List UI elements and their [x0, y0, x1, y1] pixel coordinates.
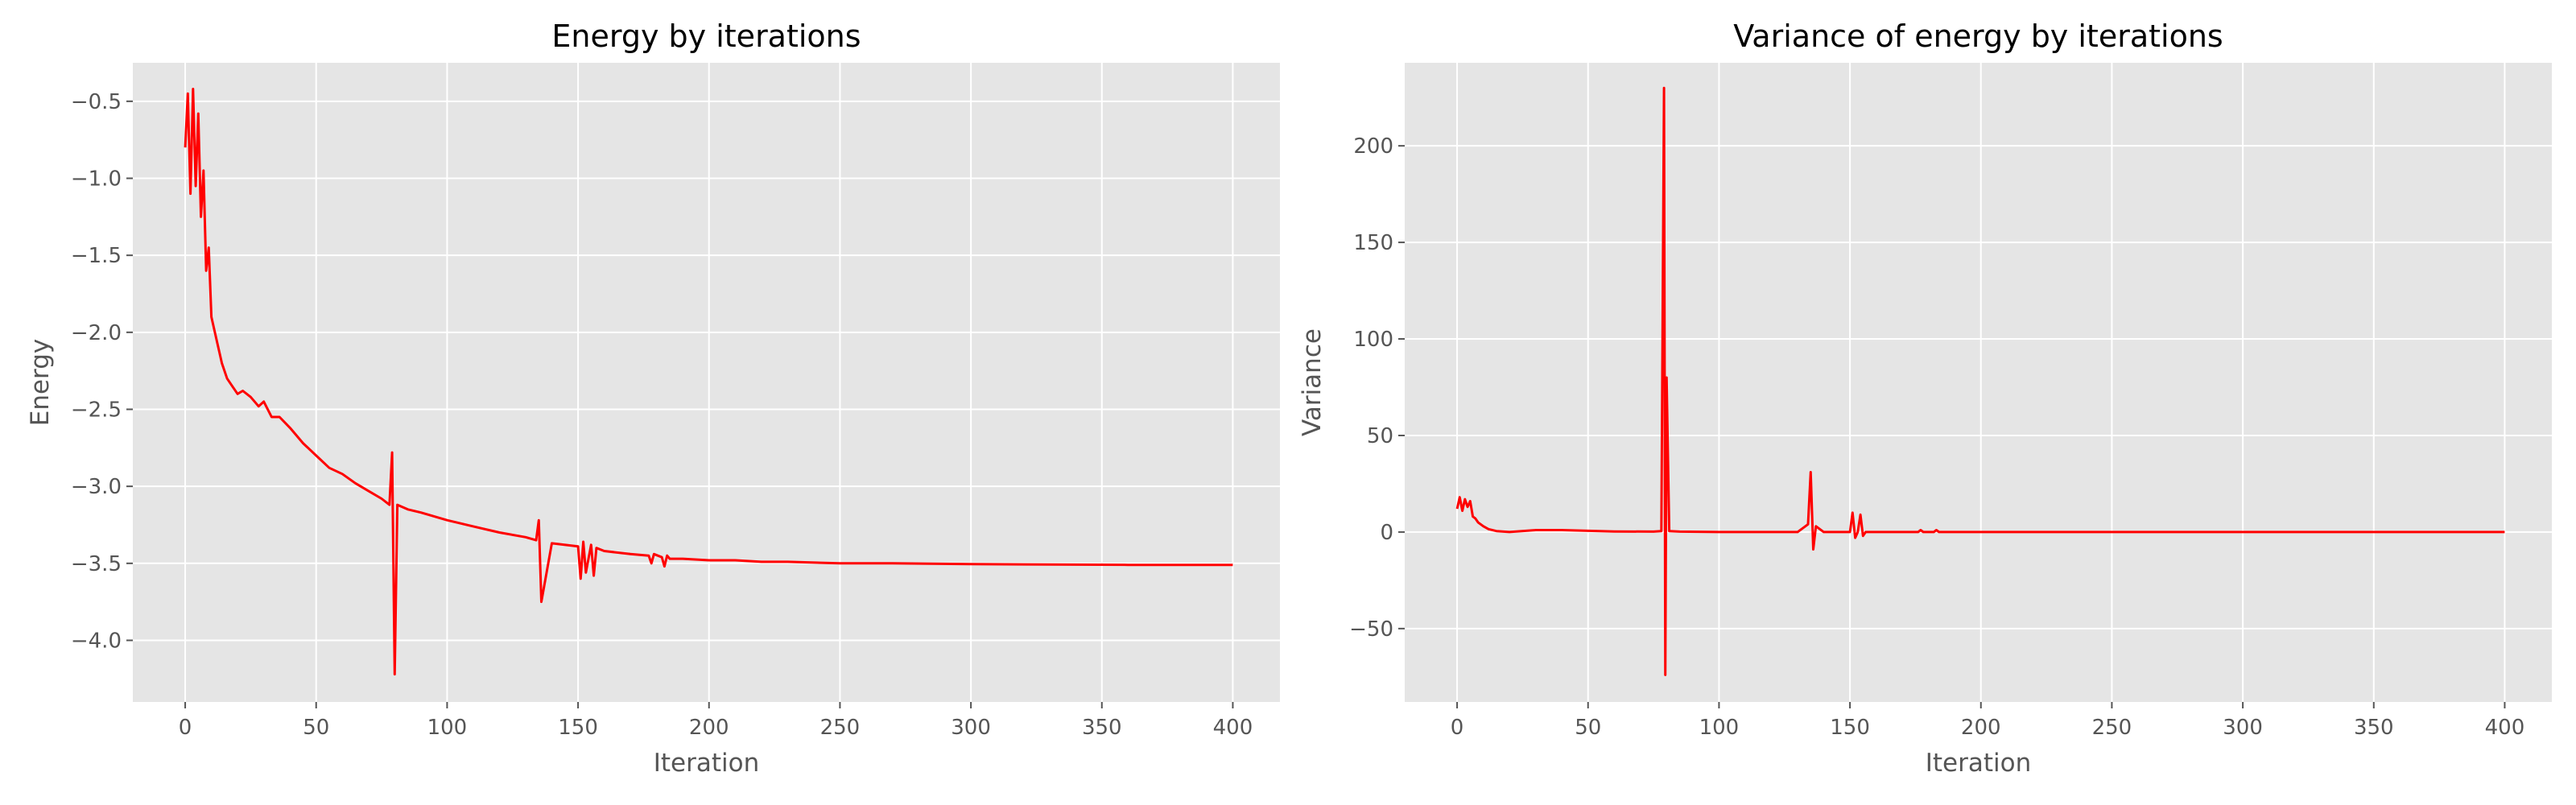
- variance-x-tick-label: 200: [1961, 716, 2001, 740]
- variance-x-tick-label: 250: [2092, 716, 2132, 740]
- energy-chart: 0 50 100 150 200 250 300 350 400 −4.0 −3.5 −3.0 −2.5…: [26, 19, 1280, 778]
- variance-y-tick-label: 100: [1353, 328, 1393, 352]
- variance-y-tick-label: 150: [1353, 231, 1393, 255]
- energy-x-tick-label: 100: [427, 716, 468, 740]
- variance-y-tick-label: 0: [1380, 521, 1393, 545]
- energy-y-axis-label: Energy: [26, 339, 55, 427]
- energy-x-tick-label: 50: [303, 716, 329, 740]
- variance-x-tick-label: 300: [2223, 716, 2263, 740]
- energy-x-tick-label: 200: [689, 716, 729, 740]
- energy-plot-area: [133, 63, 1280, 702]
- energy-y-tick-label: −3.5: [71, 552, 122, 576]
- energy-x-tick-label: 250: [820, 716, 861, 740]
- energy-y-tick-label: −3.0: [71, 475, 122, 499]
- energy-x-tick-label: 350: [1082, 716, 1122, 740]
- variance-plot-area: [1405, 63, 2552, 702]
- energy-y-tick-label: −2.5: [71, 398, 122, 422]
- energy-x-tick-label: 300: [951, 716, 991, 740]
- energy-chart-title: Energy by iterations: [551, 19, 861, 54]
- energy-x-tick-label: 0: [179, 716, 192, 740]
- energy-x-tick-label: 400: [1213, 716, 1253, 740]
- variance-chart-title: Variance of energy by iterations: [1733, 19, 2223, 54]
- energy-x-axis-label: Iteration: [654, 749, 760, 778]
- variance-x-tick-label: 50: [1575, 716, 1601, 740]
- energy-y-tick-label: −2.0: [71, 321, 122, 345]
- variance-x-tick-label: 400: [2485, 716, 2525, 740]
- energy-y-tick-label: −1.5: [71, 244, 122, 268]
- variance-y-tick-label: 200: [1353, 134, 1393, 159]
- energy-x-tick-label: 150: [558, 716, 598, 740]
- variance-x-tick-label: 150: [1830, 716, 1870, 740]
- variance-x-tick-label: 0: [1451, 716, 1464, 740]
- variance-series-line: [1455, 86, 2505, 676]
- variance-x-tick-label: 350: [2354, 716, 2394, 740]
- variance-y-axis-label: Variance: [1298, 328, 1327, 436]
- energy-series-line: [184, 88, 1233, 676]
- variance-y-tick-label: 50: [1367, 424, 1393, 448]
- variance-chart: 0 50 100 150 200 250 300 350 400−50050100150200 …: [1298, 19, 2552, 778]
- energy-y-tick-label: −0.5: [71, 90, 122, 114]
- energy-y-tick-label: −1.0: [71, 167, 122, 191]
- variance-y-tick-label: −50: [1349, 617, 1393, 642]
- variance-x-axis-label: Iteration: [1926, 749, 2032, 778]
- variance-x-tick-label: 100: [1699, 716, 1740, 740]
- energy-y-tick-label: −4.0: [71, 629, 122, 653]
